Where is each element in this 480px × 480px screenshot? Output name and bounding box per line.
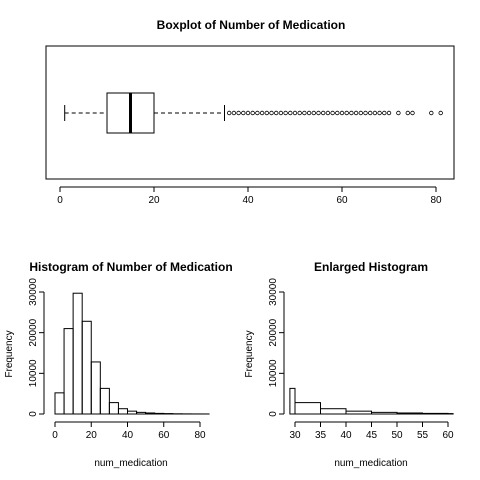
enlarged-histogram-x-tick-label: 50 xyxy=(391,430,403,441)
enlarged-histogram-x-tick-label: 40 xyxy=(340,430,352,441)
histogram-bar xyxy=(99,387,110,415)
histogram-x-tick-label: 0 xyxy=(52,430,58,441)
outlier-point xyxy=(311,110,316,116)
histogram-x-label: num_medication xyxy=(94,458,167,469)
outlier-point xyxy=(410,110,415,116)
outlier-point xyxy=(241,110,246,116)
boxplot-frame xyxy=(45,45,455,180)
histogram-x-tick-label: 80 xyxy=(194,430,206,441)
outlier-point xyxy=(231,110,237,116)
enlarged-histogram-bar xyxy=(320,408,347,415)
outlier-point xyxy=(292,110,298,116)
enlarged-histogram-y-tick-label: 10000 xyxy=(268,359,279,387)
outlier-point xyxy=(264,110,269,116)
outlier-point xyxy=(349,110,354,116)
boxplot-x-tick-label: 80 xyxy=(430,195,442,206)
enlarged-histogram-panel: Enlarged Histogram num_medication Freque… xyxy=(244,260,454,469)
outlier-point xyxy=(283,110,288,116)
outlier-point xyxy=(321,110,326,116)
boxplot-x-tick-label: 20 xyxy=(148,195,160,206)
outlier-point xyxy=(386,110,392,116)
enlarged-histogram-y-label: Frequency xyxy=(244,330,255,377)
histogram-bar xyxy=(117,408,128,415)
histogram-bar xyxy=(108,402,119,415)
enlarged-histogram-x-tick-label: 45 xyxy=(366,430,378,441)
outlier-point xyxy=(325,110,331,116)
histogram-x-tick-label: 60 xyxy=(158,430,170,441)
outlier-point xyxy=(363,110,368,116)
enlarged-histogram-x-tick-label: 30 xyxy=(289,430,301,441)
outlier-point xyxy=(302,110,307,116)
outlier-point xyxy=(269,110,274,116)
histogram-bar xyxy=(72,292,83,415)
outlier-point xyxy=(382,110,387,116)
outlier-point xyxy=(288,110,293,116)
enlarged-histogram-x-tick-label: 60 xyxy=(442,430,454,441)
outlier-point xyxy=(335,110,340,116)
enlarged-histogram-bar xyxy=(289,387,296,415)
outlier-point xyxy=(368,110,373,116)
histogram-y-tick-label: 0 xyxy=(28,411,39,417)
outlier-point xyxy=(339,110,345,116)
outlier-point xyxy=(306,110,312,116)
outlier-point xyxy=(250,110,255,116)
histogram-panel: Histogram of Number of Medication num_me… xyxy=(4,260,233,469)
outlier-point xyxy=(236,110,241,116)
enlarged-histogram-x-label: num_medication xyxy=(334,458,407,469)
enlarged-histogram-x-tick-label: 35 xyxy=(315,430,327,441)
histogram-y-label: Frequency xyxy=(4,330,15,377)
outlier-point xyxy=(358,110,363,116)
histogram-bar xyxy=(54,392,65,415)
outlier-point xyxy=(297,110,302,116)
enlarged-histogram-y-tick-label: 30000 xyxy=(268,278,279,306)
boxplot-x-tick-label: 60 xyxy=(336,195,348,206)
enlarged-histogram-bar xyxy=(294,402,321,415)
outlier-point xyxy=(255,110,260,116)
boxplot-x-tick-label: 40 xyxy=(242,195,254,206)
histogram-x-tick-label: 40 xyxy=(122,430,134,441)
outlier-point xyxy=(316,110,321,116)
histogram-bar xyxy=(63,328,74,415)
boxplot-title: Boxplot of Number of Medication xyxy=(157,18,346,32)
histogram-y-tick-label: 10000 xyxy=(28,359,39,387)
outlier-point xyxy=(429,110,434,116)
outlier-point xyxy=(438,110,443,116)
enlarged-histogram-y-tick-label: 20000 xyxy=(268,318,279,346)
histogram-title: Histogram of Number of Medication xyxy=(29,260,232,274)
histogram-y-tick-label: 30000 xyxy=(28,278,39,306)
outlier-point xyxy=(353,110,359,116)
outlier-point xyxy=(396,110,401,116)
boxplot-panel: Boxplot of Number of Medication 0 20 40 60 8… xyxy=(45,18,455,206)
outlier-point xyxy=(274,110,279,116)
outlier-point xyxy=(377,110,382,116)
boxplot-x-tick-label: 0 xyxy=(57,195,63,206)
enlarged-histogram-title: Enlarged Histogram xyxy=(314,260,428,274)
outlier-point xyxy=(278,110,284,116)
outlier-point xyxy=(226,110,232,116)
outlier-point xyxy=(372,110,378,116)
outlier-point xyxy=(245,110,251,116)
outlier-point xyxy=(330,110,335,116)
outlier-point xyxy=(344,110,349,116)
histogram-y-tick-label: 20000 xyxy=(28,318,39,346)
histogram-bar xyxy=(90,361,101,415)
histogram-bar xyxy=(81,320,92,415)
enlarged-histogram-x-tick-label: 55 xyxy=(417,430,429,441)
outlier-point xyxy=(259,110,265,116)
outlier-point xyxy=(405,110,410,116)
enlarged-histogram-y-tick-label: 0 xyxy=(268,411,279,417)
histogram-x-tick-label: 20 xyxy=(86,430,98,441)
